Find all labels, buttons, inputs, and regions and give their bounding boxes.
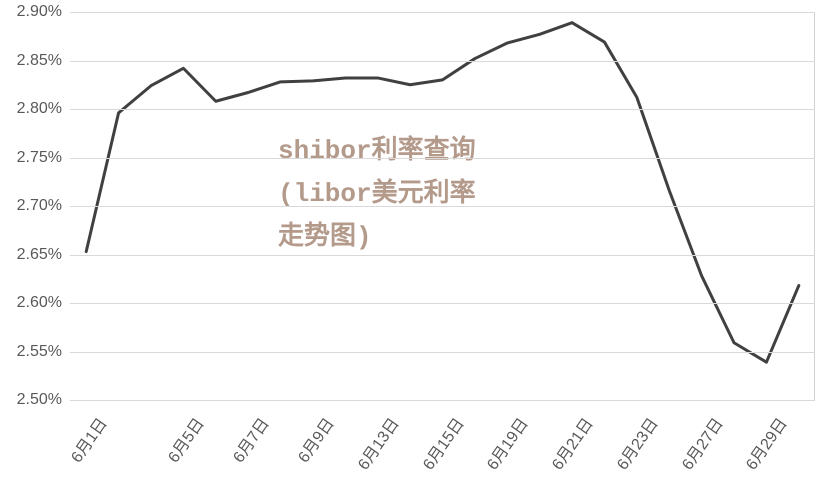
gridline	[70, 206, 815, 207]
y-tick-label: 2.65%	[0, 246, 62, 264]
gridline	[70, 352, 815, 353]
y-tick-label: 2.70%	[0, 197, 62, 215]
gridline	[70, 400, 815, 401]
gridline	[70, 61, 815, 62]
gridline	[70, 109, 815, 110]
gridline	[70, 158, 815, 159]
rate-chart: shibor利率查询 (libor美元利率 走势图) 2.50% 2.55% 2.6…	[0, 0, 833, 502]
y-tick-label: 2.85%	[0, 52, 62, 70]
y-tick-label: 2.55%	[0, 343, 62, 361]
gridline	[70, 255, 815, 256]
gridline	[70, 12, 815, 13]
overlay-title: shibor利率查询 (libor美元利率 走势图)	[278, 130, 476, 259]
gridline	[70, 303, 815, 304]
y-tick-label: 2.90%	[0, 3, 62, 21]
y-tick-label: 2.50%	[0, 391, 62, 409]
y-tick-label: 2.80%	[0, 100, 62, 118]
y-tick-label: 2.75%	[0, 149, 62, 167]
y-tick-label: 2.60%	[0, 294, 62, 312]
